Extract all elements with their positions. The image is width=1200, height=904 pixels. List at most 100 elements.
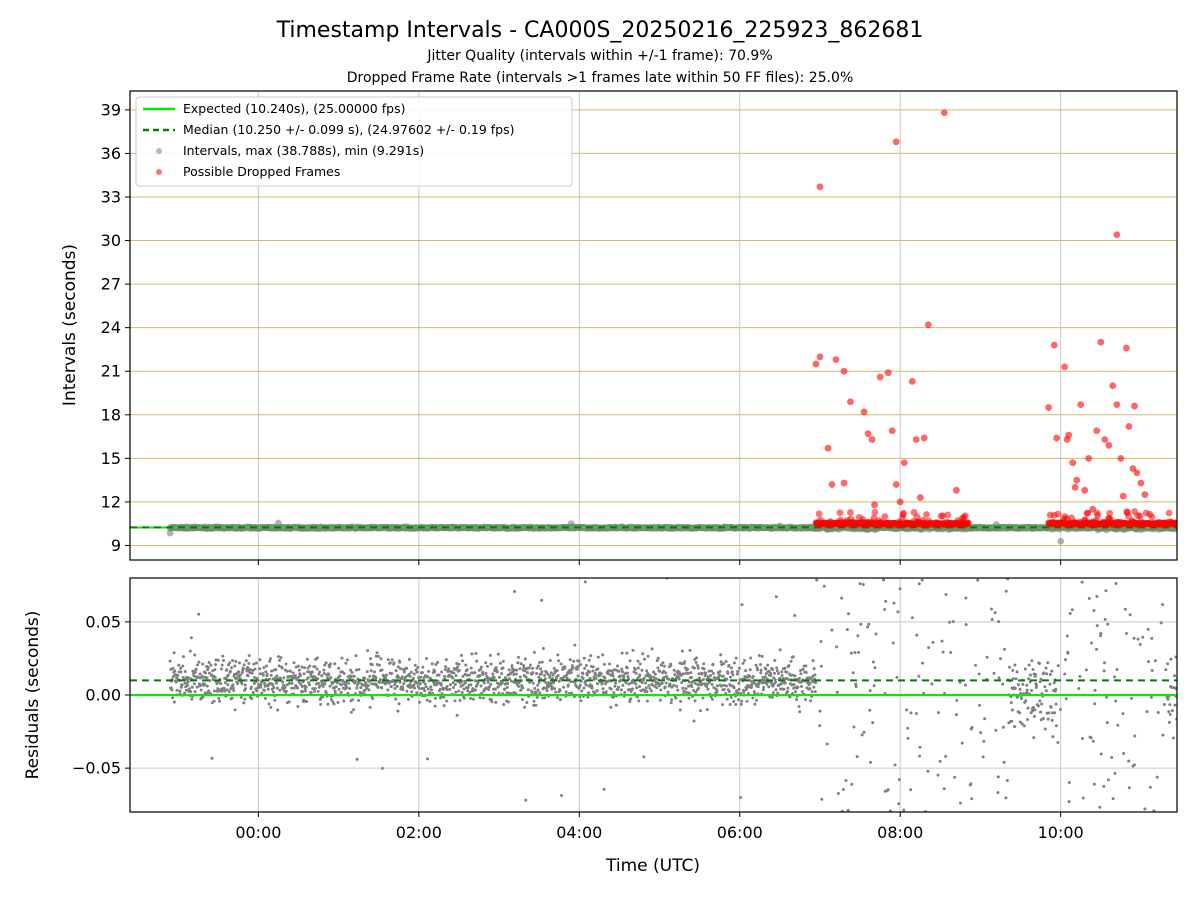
residual-point (685, 667, 689, 671)
residual-point (883, 607, 887, 611)
residual-point (190, 697, 194, 701)
residual-point (1018, 687, 1022, 691)
residual-point (820, 797, 824, 801)
residual-point (677, 675, 681, 679)
residual-point (489, 662, 493, 666)
residual-point (850, 782, 854, 786)
residual-point (587, 691, 591, 695)
residual-point (371, 696, 375, 700)
residual-point (799, 672, 803, 676)
residual-point (336, 701, 340, 705)
residual-point (1170, 709, 1174, 713)
residual-point (796, 685, 800, 689)
residual-point (1124, 632, 1128, 636)
residual-point (340, 683, 344, 687)
residual-point (271, 683, 275, 687)
residual-point (533, 686, 537, 690)
residual-point (869, 760, 873, 764)
residual-point (208, 679, 212, 683)
residual-point (864, 816, 867, 819)
residual-point (374, 654, 378, 658)
residual-point (337, 687, 341, 691)
residual-point (626, 671, 630, 675)
residual-point (197, 660, 201, 664)
residual-point (680, 662, 684, 666)
residual-point (240, 671, 244, 675)
residual-point (625, 666, 629, 670)
residual-point (617, 685, 621, 689)
residual-point (872, 684, 876, 688)
residual-point (588, 676, 592, 680)
residual-point (416, 666, 420, 670)
residual-point (285, 669, 289, 673)
residual-point (478, 673, 482, 677)
residual-point (596, 655, 600, 659)
residual-point (448, 683, 452, 687)
residual-point (585, 673, 589, 677)
residual-point (653, 684, 657, 688)
dropped-frame-point (1077, 401, 1085, 409)
residual-point (352, 674, 356, 678)
residual-point (1026, 706, 1030, 710)
residual-point (830, 628, 834, 632)
residual-point (687, 696, 691, 700)
residual-point (540, 660, 544, 664)
residual-point (430, 662, 434, 666)
residual-point (756, 668, 760, 672)
residual-point (367, 688, 371, 692)
residual-point (621, 684, 625, 688)
residual-point (400, 675, 404, 679)
residual-point (490, 700, 494, 704)
residual-point (1171, 736, 1175, 740)
residual-point (788, 695, 792, 699)
residual-point (519, 688, 523, 692)
residual-point (489, 682, 493, 686)
chart-subtitle-jitter: Jitter Quality (intervals within +/-1 fr… (426, 48, 772, 64)
residual-point (293, 674, 297, 678)
residual-point (930, 682, 934, 686)
residual-point (181, 655, 185, 659)
residual-point (787, 664, 791, 668)
residual-point (302, 672, 306, 676)
residual-point (954, 713, 958, 717)
residual-point (903, 570, 906, 573)
residual-point (722, 688, 726, 692)
residual-point (408, 674, 412, 678)
dropped-frame-point (892, 481, 900, 488)
residual-point (439, 683, 443, 687)
residual-point (818, 709, 822, 713)
residual-point (436, 660, 440, 664)
residual-point (679, 673, 683, 677)
dropped-frame-point (840, 479, 848, 487)
residual-point (854, 685, 858, 689)
residual-point (810, 690, 814, 694)
dropped-frame-point (1073, 476, 1081, 484)
residual-point (1092, 608, 1096, 612)
residual-point (361, 683, 365, 687)
residual-point (466, 689, 470, 693)
residual-point (569, 679, 573, 683)
residual-point (247, 654, 251, 658)
residual-point (860, 733, 864, 737)
residual-point (642, 755, 646, 759)
residual-point (465, 673, 469, 677)
residual-point (732, 699, 736, 703)
residual-point (809, 699, 813, 703)
residual-point (1013, 663, 1017, 667)
residual-point (497, 691, 501, 695)
interval-point (166, 529, 174, 537)
x-tick-label: 10:00 (1038, 823, 1084, 842)
residual-point (178, 689, 182, 693)
residual-point (320, 674, 324, 678)
residual-point (275, 681, 279, 685)
residual-point (302, 698, 306, 702)
residual-point (619, 688, 623, 692)
residual-point (672, 683, 676, 687)
residual-point (571, 666, 575, 670)
residual-point (624, 681, 628, 685)
residual-point (762, 685, 766, 689)
residual-point (311, 687, 315, 691)
residual-point (1080, 737, 1084, 741)
residual-point (559, 662, 563, 666)
residual-point (536, 683, 540, 687)
